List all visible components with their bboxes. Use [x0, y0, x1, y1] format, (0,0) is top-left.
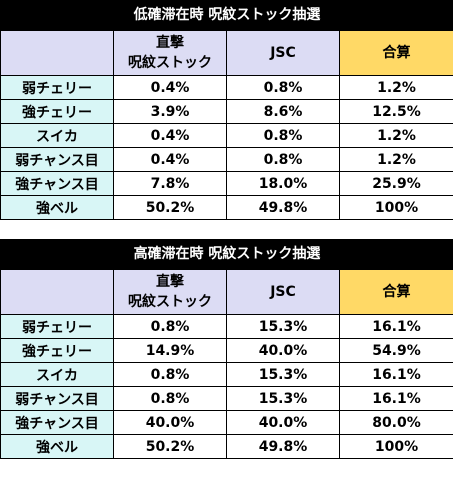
- direct-value: 40.0%: [113, 410, 227, 435]
- direct-value: 50.2%: [113, 434, 227, 459]
- direct-value: 0.4%: [113, 147, 227, 172]
- direct-value: 7.8%: [113, 171, 227, 196]
- jsc-value: 8.6%: [226, 99, 340, 124]
- direct-value: 0.4%: [113, 123, 227, 148]
- total-value: 54.9%: [339, 338, 453, 363]
- row-label: 弱チャンス目: [0, 386, 114, 411]
- header-direct-line1: 直撃: [156, 35, 184, 51]
- total-value: 25.9%: [339, 171, 453, 196]
- jsc-value: 0.8%: [226, 147, 340, 172]
- jsc-value: 0.8%: [226, 123, 340, 148]
- jsc-value: 40.0%: [226, 410, 340, 435]
- header-blank-cell: [0, 30, 114, 76]
- row-label: 強チェリー: [0, 338, 114, 363]
- table-row: 強ベル 50.2% 49.8% 100%: [0, 434, 453, 459]
- table-row: 強ベル 50.2% 49.8% 100%: [0, 195, 453, 220]
- jsc-value: 15.3%: [226, 362, 340, 387]
- direct-value: 0.4%: [113, 75, 227, 100]
- total-value: 16.1%: [339, 386, 453, 411]
- direct-value: 0.8%: [113, 362, 227, 387]
- table-row: 弱チェリー 0.8% 15.3% 16.1%: [0, 314, 453, 339]
- table-row: スイカ 0.4% 0.8% 1.2%: [0, 123, 453, 148]
- total-value: 12.5%: [339, 99, 453, 124]
- header-jsc: JSC: [226, 30, 340, 76]
- direct-value: 0.8%: [113, 386, 227, 411]
- table-row: 弱チャンス目 0.4% 0.8% 1.2%: [0, 147, 453, 172]
- header-direct-stock: 直撃 呪紋ストック: [113, 30, 227, 76]
- table-title: 高確滞在時 呪紋ストック抽選: [0, 239, 453, 270]
- row-label: 強チャンス目: [0, 171, 114, 196]
- total-value: 100%: [339, 195, 453, 220]
- jsc-value: 15.3%: [226, 314, 340, 339]
- jsc-value: 18.0%: [226, 171, 340, 196]
- row-label: スイカ: [0, 362, 114, 387]
- table-row: 弱チェリー 0.4% 0.8% 1.2%: [0, 75, 453, 100]
- table-row: 弱チャンス目 0.8% 15.3% 16.1%: [0, 386, 453, 411]
- header-total: 合算: [339, 30, 453, 76]
- row-label: 強チェリー: [0, 99, 114, 124]
- header-total: 合算: [339, 269, 453, 315]
- row-label: スイカ: [0, 123, 114, 148]
- total-value: 1.2%: [339, 147, 453, 172]
- table-row: スイカ 0.8% 15.3% 16.1%: [0, 362, 453, 387]
- table-row: 強チャンス目 7.8% 18.0% 25.9%: [0, 171, 453, 196]
- header-direct-line1: 直撃: [156, 274, 184, 290]
- jsc-value: 49.8%: [226, 434, 340, 459]
- row-label: 強ベル: [0, 195, 114, 220]
- header-row: 直撃 呪紋ストック JSC 合算: [0, 269, 453, 315]
- direct-value: 0.8%: [113, 314, 227, 339]
- high-probability-stock-table: 高確滞在時 呪紋ストック抽選 直撃 呪紋ストック JSC 合算 弱チェリー 0.…: [0, 239, 453, 459]
- jsc-value: 49.8%: [226, 195, 340, 220]
- total-value: 1.2%: [339, 75, 453, 100]
- jsc-value: 0.8%: [226, 75, 340, 100]
- table-row: 強チェリー 14.9% 40.0% 54.9%: [0, 338, 453, 363]
- row-label: 強チャンス目: [0, 410, 114, 435]
- total-value: 80.0%: [339, 410, 453, 435]
- jsc-value: 15.3%: [226, 386, 340, 411]
- jsc-value: 40.0%: [226, 338, 340, 363]
- row-label: 弱チェリー: [0, 314, 114, 339]
- row-label: 強ベル: [0, 434, 114, 459]
- total-value: 16.1%: [339, 314, 453, 339]
- direct-value: 3.9%: [113, 99, 227, 124]
- table-row: 強チャンス目 40.0% 40.0% 80.0%: [0, 410, 453, 435]
- table-title: 低確滞在時 呪紋ストック抽選: [0, 0, 453, 31]
- direct-value: 50.2%: [113, 195, 227, 220]
- header-blank-cell: [0, 269, 114, 315]
- table-row: 強チェリー 3.9% 8.6% 12.5%: [0, 99, 453, 124]
- row-label: 弱チャンス目: [0, 147, 114, 172]
- low-probability-stock-table: 低確滞在時 呪紋ストック抽選 直撃 呪紋ストック JSC 合算 弱チェリー 0.…: [0, 0, 453, 220]
- header-jsc: JSC: [226, 269, 340, 315]
- direct-value: 14.9%: [113, 338, 227, 363]
- header-direct-line2: 呪紋ストック: [128, 294, 212, 310]
- total-value: 100%: [339, 434, 453, 459]
- header-direct-stock: 直撃 呪紋ストック: [113, 269, 227, 315]
- row-label: 弱チェリー: [0, 75, 114, 100]
- total-value: 1.2%: [339, 123, 453, 148]
- header-direct-line2: 呪紋ストック: [128, 55, 212, 71]
- header-row: 直撃 呪紋ストック JSC 合算: [0, 30, 453, 76]
- total-value: 16.1%: [339, 362, 453, 387]
